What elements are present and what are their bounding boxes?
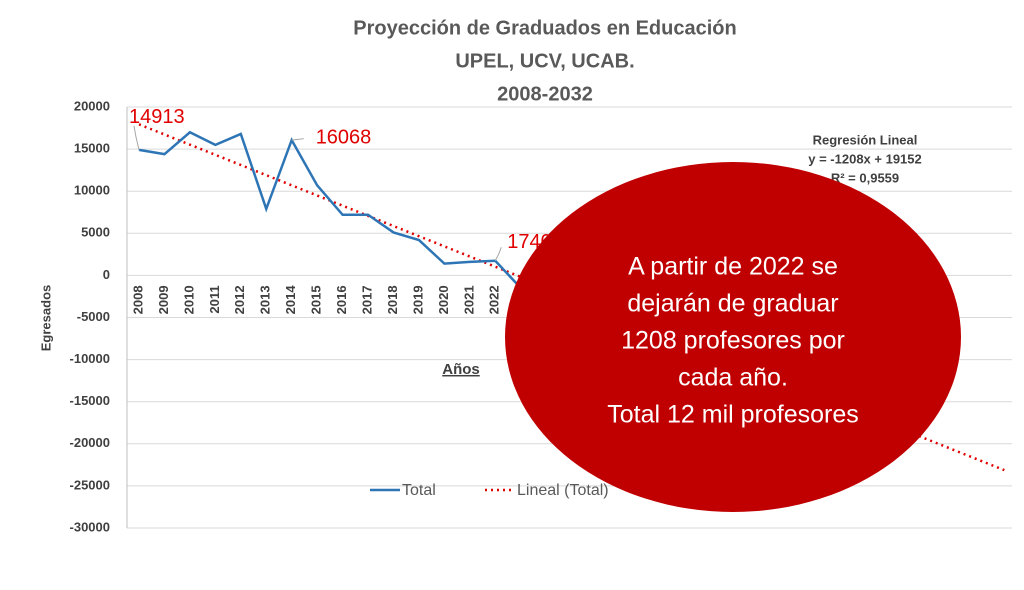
x-tick-label: 2018 <box>385 285 400 314</box>
y-tick-label: 5000 <box>81 225 110 240</box>
leader-line <box>494 247 502 261</box>
y-tick-label: -30000 <box>70 519 110 534</box>
callout-text: cada año. <box>678 364 788 392</box>
callout-text: 1208 profesores por <box>621 327 845 355</box>
chart-title: Proyección de Graduados en Educación <box>353 17 736 39</box>
x-tick-label: 2016 <box>334 285 349 314</box>
y-tick-label: -20000 <box>70 435 110 450</box>
x-tick-label: 2015 <box>309 285 324 314</box>
x-tick-label: 2021 <box>461 285 476 314</box>
x-tick-label: 2011 <box>207 285 222 313</box>
callout-oval <box>505 162 961 512</box>
x-tick-label: 2017 <box>359 285 374 314</box>
y-tick-label: 15000 <box>74 141 110 156</box>
chart-title: 2008-2032 <box>497 83 593 105</box>
legend-label: Total <box>402 482 436 499</box>
x-tick-label: 2020 <box>436 285 451 314</box>
x-tick-label: 2010 <box>181 285 196 314</box>
chart-title: UPEL, UCV, UCAB. <box>455 50 634 72</box>
regression-text: Regresión Lineal <box>813 132 918 147</box>
leader-line <box>133 125 140 150</box>
x-tick-label: 2013 <box>258 285 273 314</box>
y-tick-label: -10000 <box>70 351 110 366</box>
x-tick-label: 2009 <box>156 285 171 314</box>
x-axis-title: Años <box>442 361 480 378</box>
legend-label: Lineal (Total) <box>517 482 609 499</box>
x-tick-label: 2019 <box>410 285 425 314</box>
x-tick-label: 2012 <box>232 285 247 314</box>
regression-text: y = -1208x + 19152 <box>808 151 922 166</box>
y-axis-title: Egresados <box>38 285 53 351</box>
callout-text: dejarán de graduar <box>627 290 838 318</box>
y-tick-label: 20000 <box>74 98 110 113</box>
y-tick-label: -25000 <box>70 477 110 492</box>
data-label: 16068 <box>316 126 372 148</box>
series-line <box>138 130 522 289</box>
y-tick-label: -5000 <box>77 309 110 324</box>
x-tick-label: 2022 <box>487 285 502 314</box>
x-tick-label: 2008 <box>130 285 145 314</box>
y-tick-label: -15000 <box>70 393 110 408</box>
callout-text: Total 12 mil profesores <box>607 401 859 429</box>
data-label: 14913 <box>129 106 185 128</box>
y-tick-label: 10000 <box>74 183 110 198</box>
regression-text: R² = 0,9559 <box>831 170 899 185</box>
x-tick-label: 2014 <box>283 285 298 315</box>
y-tick-label: 0 <box>103 267 110 282</box>
callout-text: A partir de 2022 se <box>628 253 838 281</box>
leader-line <box>291 138 304 141</box>
